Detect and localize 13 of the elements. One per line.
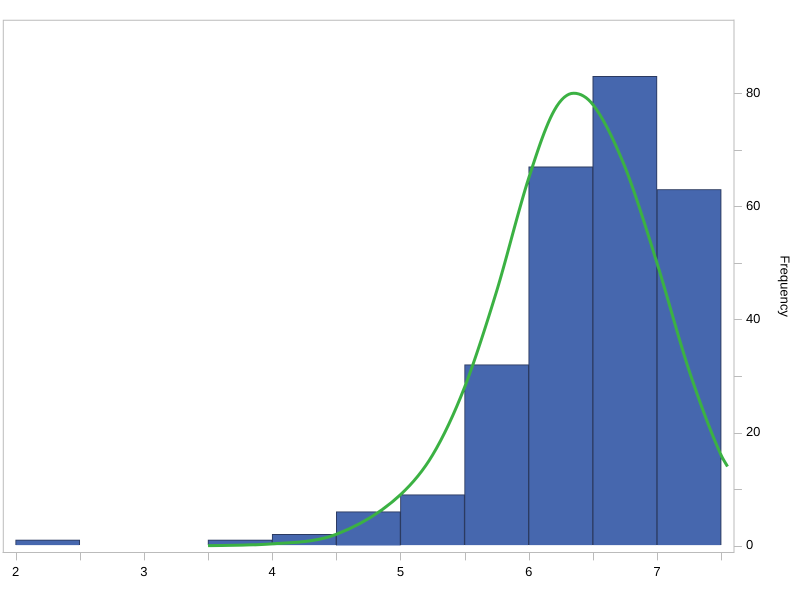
x-tick-label: 5: [396, 564, 404, 579]
x-tick-label: 6: [525, 564, 532, 579]
y-tick-label: 80: [746, 84, 760, 100]
y-tick-label: 20: [746, 424, 760, 440]
y-tick-label: 60: [746, 198, 760, 213]
line-series: [206, 92, 730, 548]
x-tick-label: 7: [653, 564, 661, 579]
y-tick-label: 0: [746, 537, 754, 552]
x-tick-label: 4: [268, 564, 276, 579]
y-axis-title: Frequency: [778, 255, 793, 318]
y-tick-label: 40: [746, 311, 760, 326]
x-tick-label: 3: [140, 564, 148, 579]
x-tick-label: 2: [12, 564, 20, 579]
